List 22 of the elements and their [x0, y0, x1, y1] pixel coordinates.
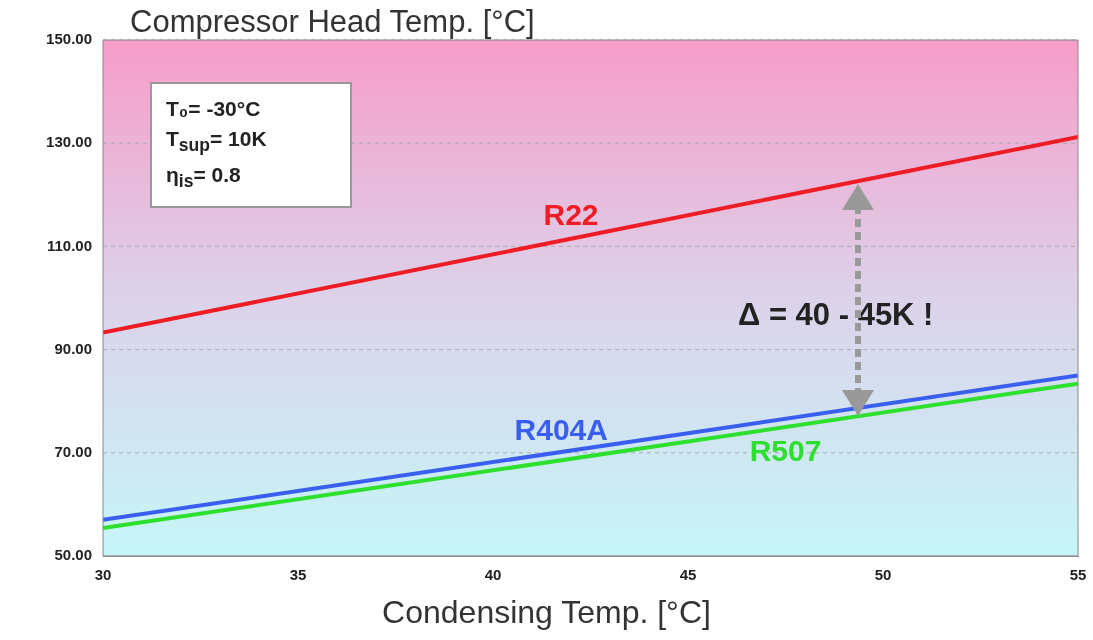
y-tick-label: 110.00	[46, 236, 92, 254]
x-tick-label: 40	[484, 566, 502, 584]
x-tick-label: 55	[1069, 566, 1087, 584]
x-tick-label: 45	[679, 566, 697, 584]
series-label: R404A	[514, 413, 608, 447]
annotation: η$_{is}$= 0.8	[166, 162, 242, 194]
y-tick-label: 50.00	[54, 546, 92, 564]
note-box: T₀= -30°C T$_{sup}$= 10K η$_{is}$= 0.8	[150, 82, 352, 209]
annotation: Δ = 40 - 45K !	[738, 297, 934, 333]
x-axis-title: Condensing Temp. [°C]	[381, 594, 712, 631]
series-label: R22	[543, 197, 599, 231]
x-tick-label: 50	[874, 566, 892, 584]
series-label: R507	[749, 434, 822, 468]
y-tick-label: 130.00	[46, 133, 92, 151]
y-tick-label: 70.00	[54, 442, 92, 460]
chart-title: Compressor Head Temp. [°C]	[130, 4, 535, 40]
annotation: T₀= -30°C	[166, 96, 262, 122]
annotation: T$_{sup}$= 10K	[166, 126, 268, 158]
x-tick-label: 30	[94, 566, 112, 584]
y-tick-label: 150.00	[46, 30, 92, 48]
y-tick-label: 90.00	[54, 339, 92, 357]
x-tick-label: 35	[289, 566, 307, 584]
